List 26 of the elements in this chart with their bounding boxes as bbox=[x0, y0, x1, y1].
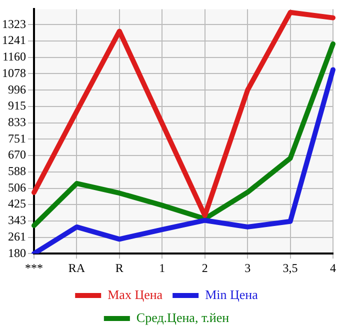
x-tick-label: 1 bbox=[159, 260, 166, 275]
y-tick-label: 1160 bbox=[2, 49, 26, 64]
y-tick-label: 1241 bbox=[2, 33, 26, 48]
y-tick-label: 506 bbox=[8, 180, 26, 194]
y-tick-label: 833 bbox=[8, 114, 26, 129]
x-tick-label: R bbox=[115, 260, 124, 275]
legend-label: Сред.Цена, т.йен bbox=[136, 310, 230, 325]
y-tick-label: 915 bbox=[8, 98, 26, 113]
x-tick-label: RA bbox=[68, 260, 86, 275]
x-tick-label: 3,5 bbox=[282, 260, 298, 275]
y-tick-label: 751 bbox=[8, 131, 26, 146]
y-tick-label: 996 bbox=[8, 82, 26, 96]
y-tick-label: 180 bbox=[8, 246, 26, 260]
x-tick-label: 2 bbox=[202, 260, 208, 275]
y-tick-label: 1323 bbox=[2, 16, 26, 31]
legend-label: Max Цена bbox=[108, 286, 163, 302]
y-tick-label: 261 bbox=[8, 230, 26, 244]
y-tick-label: 588 bbox=[8, 164, 26, 178]
y-tick-label: 670 bbox=[8, 148, 26, 162]
x-tick-label: *** bbox=[25, 260, 43, 275]
y-tick-label: 425 bbox=[8, 196, 26, 211]
x-tick-label: 4 bbox=[330, 260, 336, 275]
legend-label: Min Цена bbox=[205, 286, 258, 302]
y-tick-label: 343 bbox=[8, 213, 26, 228]
x-tick-label: 3 bbox=[244, 260, 251, 275]
y-tick-label: 1078 bbox=[2, 66, 26, 80]
